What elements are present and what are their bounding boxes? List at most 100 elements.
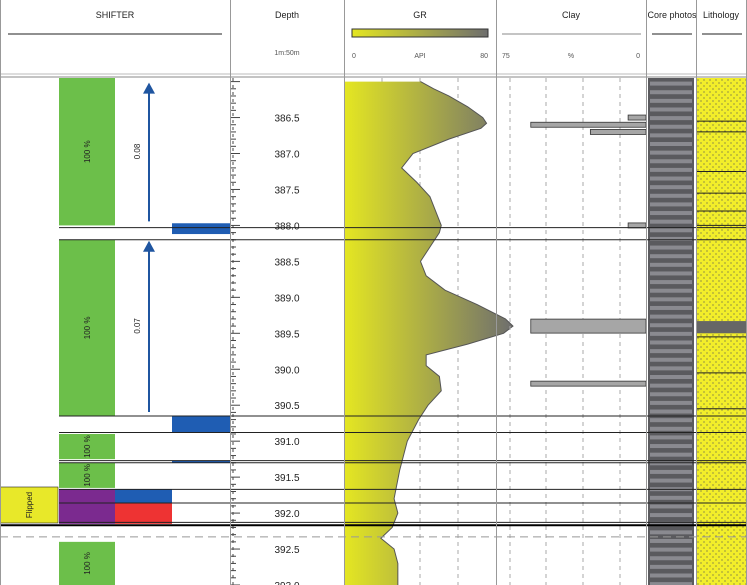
depth-tick-label: 390.0	[274, 365, 299, 376]
depth-tick-label: 387.0	[274, 150, 299, 161]
lithology-shale-band	[697, 321, 746, 334]
depth-tick-label: 389.5	[274, 329, 299, 340]
core-photo-band	[650, 81, 692, 86]
lith-track-title: Lithology	[703, 10, 740, 20]
core-photo-band	[650, 271, 692, 276]
core-photo-band	[650, 150, 692, 155]
core-photo-band	[650, 305, 692, 310]
shifter-block-label-3: 100 %	[83, 464, 92, 487]
core-photo-band	[650, 357, 692, 362]
core-photo-band	[650, 236, 692, 241]
core-photo-band	[650, 521, 692, 526]
flipped-red-bottom	[115, 503, 172, 524]
core-photo-band	[650, 513, 692, 518]
core-photo-band	[650, 400, 692, 405]
core-photo-band	[650, 556, 692, 561]
depth-tick-label: 390.5	[274, 401, 299, 412]
core-photo-band	[650, 331, 692, 336]
core-photo-band	[650, 167, 692, 172]
core-photo-band	[650, 254, 692, 259]
core-photo-band	[650, 495, 692, 500]
core-photo-band	[650, 133, 692, 138]
depth-tick-label: 387.5	[274, 185, 299, 196]
core-photo-band	[650, 185, 692, 190]
core-photo-band	[650, 142, 692, 147]
depth-tick-label: 392.5	[274, 545, 299, 556]
shifter-block-1	[59, 239, 115, 416]
core-photo-band	[650, 418, 692, 423]
core-photo-band	[650, 409, 692, 414]
shift-arrow-head-1	[143, 240, 155, 252]
core-photo-band	[650, 245, 692, 250]
core-photo-band	[650, 202, 692, 207]
core-photo-band	[650, 392, 692, 397]
shifter-marker-1	[172, 416, 230, 433]
gr-color-scale	[351, 28, 489, 38]
core-photo-band	[650, 340, 692, 345]
core-photo-band	[650, 228, 692, 233]
depth-tick-label: 391.5	[274, 473, 299, 484]
core-photo-band	[650, 530, 692, 535]
gr-scale-min: 0	[352, 53, 356, 60]
clay-bar-4	[530, 318, 647, 334]
core-photo-band	[650, 383, 692, 388]
depth-tick-label: 392.0	[274, 509, 299, 520]
core-photo-band	[650, 193, 692, 198]
core-photo-band	[650, 452, 692, 457]
shifter-marker-0	[172, 223, 230, 235]
core-photo-band	[650, 98, 692, 103]
shifter-block-3	[59, 462, 115, 488]
core-photo-band	[650, 582, 692, 585]
core-photo-band	[650, 547, 692, 552]
depth-tick-label: 386.5	[274, 114, 299, 125]
gr-track	[345, 78, 514, 585]
core-photo-band	[650, 538, 692, 543]
flipped-zone: Flipped	[0, 486, 59, 524]
core-photo-band	[650, 478, 692, 483]
depth-tick-label: 393.0	[274, 581, 299, 585]
core-photo-band	[650, 107, 692, 112]
core-photo-band	[650, 262, 692, 267]
depth-track: 386.5 387.0 387.5 388.0 388.5 389.0 389.5 390.0…	[230, 78, 300, 585]
gr-scale-unit: API	[414, 53, 425, 60]
clay-scale-left: 75	[502, 53, 510, 60]
shift-arrow-head-0	[143, 82, 155, 94]
gr-track-title: GR	[413, 10, 427, 20]
gr-scale-max: 80	[480, 53, 488, 60]
shift-arrow-label-1: 0.07	[133, 318, 142, 334]
shifter-block-label-0: 100 %	[83, 140, 92, 163]
flipped-box	[0, 486, 59, 524]
depth-scale-label: 1m:50m	[274, 50, 299, 57]
core-photo-band	[650, 90, 692, 95]
shifter-block-0	[59, 78, 115, 226]
shifter-track-title: SHIFTER	[96, 10, 135, 20]
core-photo-band	[650, 116, 692, 121]
clay-bar-1	[530, 121, 647, 128]
core-photo-band	[650, 504, 692, 509]
clay-scale-unit: %	[568, 53, 574, 60]
core-photo-band	[650, 469, 692, 474]
core-photo-band	[650, 564, 692, 569]
clay-bar-0	[627, 114, 647, 121]
shifter-block-label-4: 100 %	[83, 552, 92, 575]
core-track-title: Core photos	[647, 10, 697, 20]
flipped-purple-bottom	[59, 503, 115, 524]
shifter-block-4	[59, 541, 115, 585]
depth-tick-label: 388.5	[274, 257, 299, 268]
shifter-marker-2	[172, 460, 230, 463]
shift-arrow-label-0: 0.08	[133, 143, 142, 159]
header: SHIFTER Depth 1m:50m GR 0 API 80 Clay 75…	[0, 0, 747, 78]
shifter-block-2	[59, 433, 115, 460]
core-photo-band	[650, 280, 692, 285]
core-photo-band	[650, 314, 692, 319]
flipped-blue-top	[115, 489, 172, 504]
depth-tick-label: 389.0	[274, 293, 299, 304]
shifter-track: 100 % 100 % 100 % 100 % 100 % 0.08 0.07	[59, 78, 230, 585]
core-photo-band	[650, 124, 692, 129]
clay-bar-2	[589, 129, 647, 135]
core-photo-band	[650, 349, 692, 354]
core-photo-band	[650, 297, 692, 302]
core-photo-band	[650, 219, 692, 224]
